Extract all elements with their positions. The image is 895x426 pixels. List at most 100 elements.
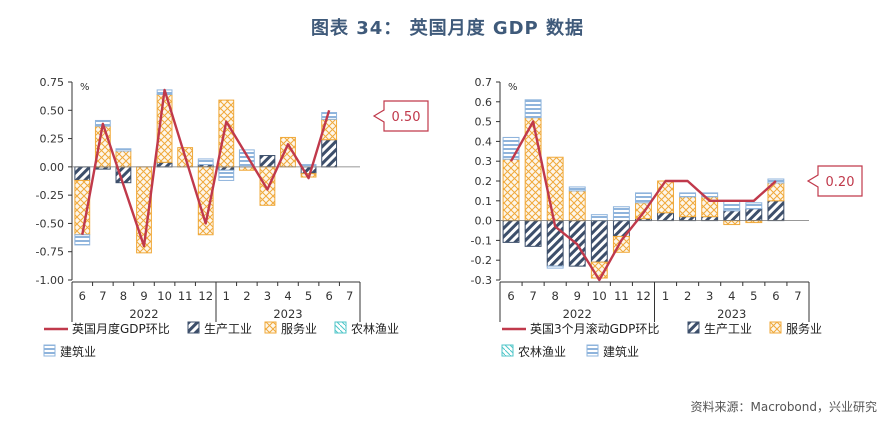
- x-tick-label: 2: [243, 289, 250, 303]
- x-tick-label: 7: [99, 289, 106, 303]
- x-tick-label: 4: [728, 289, 735, 303]
- x-tick-label: 3: [706, 289, 713, 303]
- bar-construction: [723, 200, 741, 212]
- bar-construction: [568, 186, 586, 192]
- bar-industry: [156, 161, 173, 168]
- x-tick-label: 6: [507, 289, 514, 303]
- bar-construction: [197, 158, 214, 166]
- y-tick-label: -0.2: [471, 254, 492, 267]
- x-tick-label: 10: [157, 289, 172, 303]
- x-tick-label: 1: [662, 289, 669, 303]
- bar-industry: [657, 212, 674, 222]
- value-callout-box: [372, 100, 429, 132]
- y-tick-label: 0.50: [40, 104, 65, 117]
- legend-swatch-services: [264, 321, 277, 334]
- bar-industry: [259, 155, 276, 168]
- bar-industry: [767, 200, 785, 222]
- x-tick-label: 1: [223, 289, 230, 303]
- y-tick-label: 0.75: [40, 76, 65, 89]
- y-tick-label: 0.00: [40, 161, 65, 174]
- legend-label: 英国月度GDP环比: [72, 321, 170, 336]
- bar-construction: [612, 206, 630, 222]
- y-tick-label: 0.4: [475, 135, 493, 148]
- y-axis-unit: %: [80, 82, 90, 93]
- y-tick-label: 0.3: [475, 155, 493, 168]
- legend-swatch-services: [769, 321, 782, 334]
- value-callout-text: 0.20: [826, 175, 855, 190]
- y-tick-label: -1.00: [36, 274, 64, 287]
- bar-services: [259, 166, 276, 206]
- y-tick-label: 0.0: [475, 215, 493, 228]
- y-tick-label: 0.6: [475, 96, 493, 109]
- bar-industry: [590, 220, 608, 263]
- source-note: 资料来源：Macrobond，兴业研究: [690, 400, 878, 414]
- year-label: 2023: [717, 307, 746, 321]
- x-tick-label: 4: [284, 289, 291, 303]
- gdp-line-series: [81, 88, 331, 248]
- bar-industry: [701, 216, 719, 222]
- year-label: 2022: [563, 307, 592, 321]
- legend-swatch-construction: [43, 344, 56, 357]
- legend-label: 建筑业: [603, 344, 639, 359]
- bar-services: [657, 180, 674, 214]
- legend-label: 生产工业: [204, 322, 252, 336]
- legend-label: 建筑业: [60, 344, 96, 359]
- bar-construction: [502, 136, 520, 160]
- bar-construction: [590, 214, 608, 222]
- bar-construction: [524, 99, 542, 119]
- x-tick-label: 10: [592, 289, 607, 303]
- year-label: 2023: [273, 307, 302, 321]
- bar-services: [115, 150, 132, 168]
- legend-label: 服务业: [786, 321, 822, 336]
- bar-industry: [723, 210, 741, 222]
- y-tick-label: -0.3: [471, 274, 492, 287]
- x-tick-label: 12: [198, 289, 213, 303]
- legend-label: 英国3个月滚动GDP环比: [530, 321, 659, 336]
- figure-title: 图表 34： 英国月度 GDP 数据: [310, 18, 585, 39]
- legend-label: 农林渔业: [518, 345, 566, 359]
- bar-services: [679, 196, 697, 218]
- value-callout-box: [806, 165, 863, 197]
- chart-monthly-gdp: 0.750.500.250.00-0.25-0.50-0.75-1.00%6 7 8…: [36, 76, 429, 359]
- year-label: 2022: [129, 307, 158, 321]
- x-tick-label: 6: [772, 289, 779, 303]
- y-tick-label: 0.2: [475, 175, 493, 188]
- bar-services: [568, 190, 586, 222]
- bar-services: [238, 166, 255, 171]
- bar-services: [723, 220, 741, 226]
- bar-industry: [524, 220, 542, 247]
- y-tick-label: -0.50: [36, 217, 64, 230]
- bar-construction: [635, 192, 652, 204]
- legend-swatch-agri: [334, 321, 347, 334]
- legend-swatch-industry: [187, 321, 200, 334]
- legend-label: 农林渔业: [351, 322, 399, 336]
- x-tick-label: 7: [346, 289, 353, 303]
- chart-rolling-3m-gdp: 0.7 0.6 0.5 0.4 0.3 0.2 0.1 0.0 -0.1 -0.2 -0.3% 6 7 8…: [471, 76, 863, 359]
- bar-construction: [546, 265, 564, 269]
- x-tick-label: 9: [140, 289, 147, 303]
- x-tick-label: 8: [552, 289, 559, 303]
- y-tick-label: 0.5: [475, 116, 493, 129]
- y-tick-label: -0.1: [471, 234, 492, 247]
- bar-construction: [745, 202, 763, 210]
- bar-industry: [745, 208, 763, 222]
- y-tick-label: -0.75: [36, 246, 64, 259]
- legend-swatch-industry: [687, 321, 700, 334]
- x-tick-label: 9: [574, 289, 581, 303]
- bar-construction: [74, 234, 91, 246]
- y-tick-label: 0.1: [475, 195, 493, 208]
- bar-industry: [74, 166, 91, 181]
- x-tick-label: 7: [794, 289, 801, 303]
- bar-services: [502, 158, 520, 222]
- bar-services: [218, 99, 235, 168]
- x-tick-label: 2: [684, 289, 691, 303]
- legend-swatch-agri: [501, 344, 514, 357]
- bar-construction: [679, 192, 697, 198]
- x-tick-label: 3: [264, 289, 271, 303]
- legend-swatch-construction: [586, 344, 599, 357]
- x-tick-label: 6: [325, 289, 332, 303]
- x-tick-label: 8: [120, 289, 127, 303]
- y-tick-label: 0.7: [475, 76, 493, 89]
- x-tick-label: 11: [614, 289, 629, 303]
